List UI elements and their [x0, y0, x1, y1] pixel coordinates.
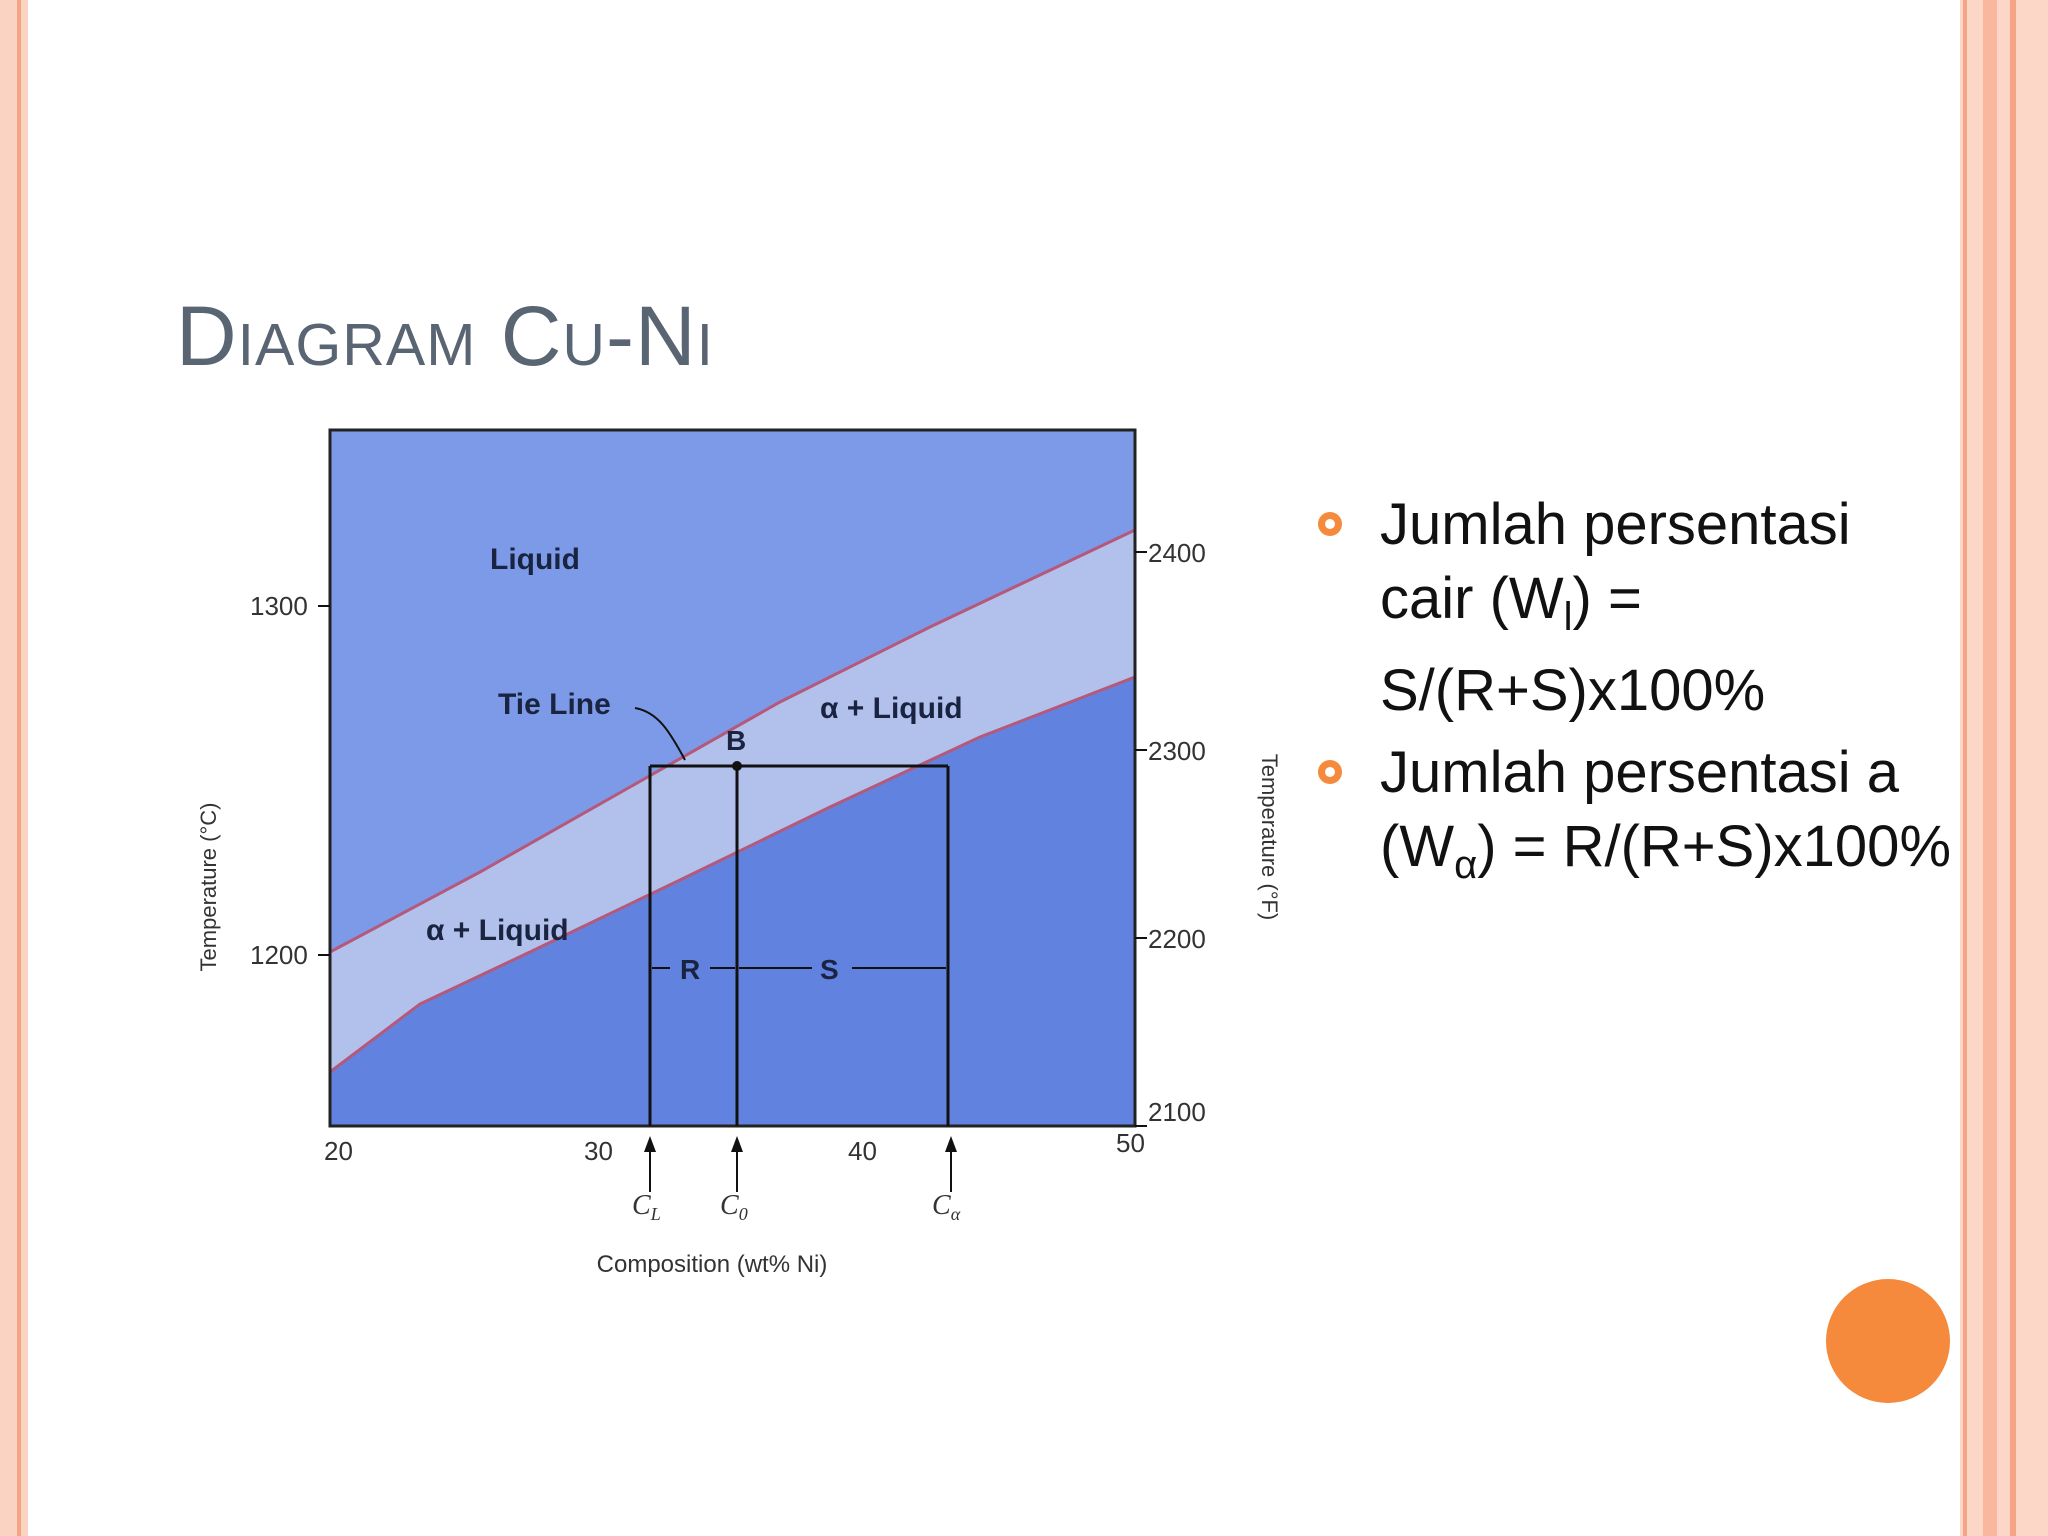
c0-marker: C0: [720, 1190, 748, 1224]
left-border: [0, 0, 28, 1536]
cl-marker: CL: [632, 1190, 661, 1224]
bullet-circle-icon: [1318, 760, 1342, 784]
tie-line-label: Tie Line: [498, 688, 611, 721]
y-axis-label: Temperature (°C): [196, 803, 221, 972]
point-b-label: B: [726, 725, 746, 756]
y2-tick-label: 2300: [1148, 736, 1206, 766]
right-border-line: [2010, 0, 2016, 1536]
liquidus-line: [329, 528, 1136, 954]
x-tick-label: 50: [1116, 1128, 1145, 1158]
y2-axis-label: Temperature (°F): [1257, 754, 1282, 921]
bullet-text-after: ) = S/(R+S)x100%: [1380, 566, 1766, 723]
x-axis-label: Composition (wt% Ni): [597, 1251, 828, 1278]
alpha-liquid-label-bottom: α + Liquid: [426, 914, 569, 947]
x-tick-label: 30: [584, 1136, 613, 1166]
alpha-liquid-label-top: α + Liquid: [820, 692, 963, 725]
right-border: [1960, 0, 2048, 1536]
bullet-subscript: α: [1454, 843, 1478, 887]
calpha-marker: Cα: [932, 1190, 961, 1224]
c0-arrowhead: [731, 1136, 743, 1152]
decorative-orange-circle: [1826, 1279, 1950, 1403]
s-label: S: [820, 954, 839, 985]
solidus-line: [329, 675, 1136, 1074]
bullet-circle-icon: [1318, 512, 1342, 536]
left-border-line: [17, 0, 21, 1536]
right-border-line: [1963, 0, 1967, 1536]
y2-tick-label: 2100: [1148, 1097, 1206, 1127]
slide-title: Diagram Cu-Ni: [176, 289, 715, 383]
bullet-list: Jumlah persentasi cair (Wl) = S/(R+S)x10…: [1310, 488, 1960, 910]
right-border-line: [1983, 0, 1997, 1536]
liquid-label: Liquid: [490, 543, 580, 576]
plot-frame: [328, 428, 1137, 1128]
y2-tick-label: 2400: [1148, 538, 1206, 568]
x-tick-label: 20: [324, 1136, 353, 1166]
calpha-arrowhead: [945, 1136, 957, 1152]
bullet-item-liquid-fraction: Jumlah persentasi cair (Wl) = S/(R+S)x10…: [1310, 488, 1960, 728]
solid-region: [330, 677, 1135, 1126]
x-tick-label: 40: [848, 1136, 877, 1166]
phase-diagram: Liquid α + Liquid α + Liquid Tie Line B …: [180, 392, 1320, 1312]
y-tick-label: 1200: [250, 940, 308, 970]
phase-diagram-svg: Liquid α + Liquid α + Liquid Tie Line B …: [196, 428, 1282, 1278]
tie-line-pointer: [634, 707, 686, 761]
y2-tick-label: 2200: [1148, 924, 1206, 954]
y-tick-label: 1300: [250, 591, 308, 621]
cl-arrowhead: [644, 1136, 656, 1152]
bullet-item-alpha-fraction: Jumlah persentasi a (Wα) = R/(R+S)x100%: [1310, 736, 1960, 902]
bullet-text: Jumlah persentasi cair (W: [1380, 492, 1851, 631]
bullet-text: Jumlah persentasi a (W: [1380, 740, 1900, 879]
bullet-subscript: l: [1563, 595, 1573, 639]
bullet-text-after: ) = R/(R+S)x100%: [1477, 814, 1952, 879]
point-b-dot: [732, 761, 742, 771]
two-phase-region: [330, 530, 1135, 1072]
r-label: R: [680, 954, 700, 985]
